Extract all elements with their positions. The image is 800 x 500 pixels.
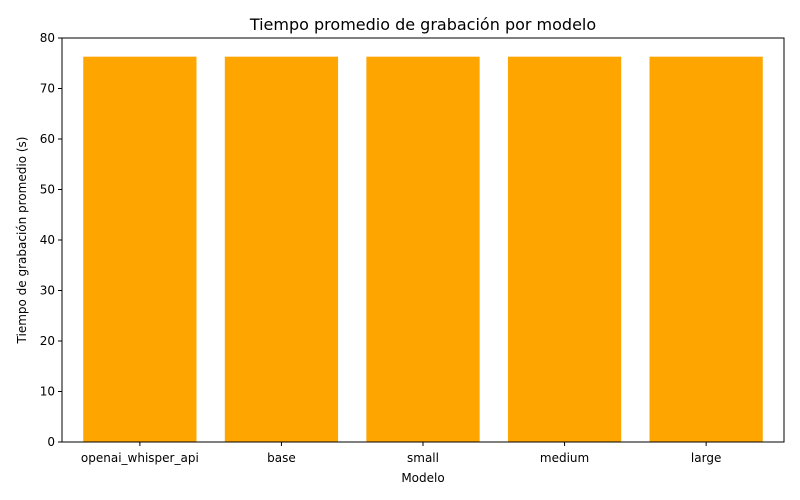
y-tick-label: 70	[40, 82, 55, 96]
y-tick-label: 30	[40, 284, 55, 298]
y-tick-label: 40	[40, 233, 55, 247]
x-tick-label: openai_whisper_api	[81, 451, 199, 465]
y-axis: 0 10 20 30 40 50 60 70 80	[40, 31, 62, 449]
x-tick-label: large	[691, 451, 721, 465]
x-tick-label: small	[407, 451, 439, 465]
x-axis: openai_whisper_api base small medium large	[81, 442, 721, 465]
x-tick-label: medium	[540, 451, 589, 465]
y-tick-label: 10	[40, 385, 55, 399]
plot-frame	[61, 37, 785, 443]
y-tick-label: 0	[47, 435, 55, 449]
bar-base	[224, 56, 339, 443]
y-tick-label: 50	[40, 183, 55, 197]
bar-large	[649, 56, 763, 443]
chart-title: Tiempo promedio de grabación por modelo	[249, 15, 596, 34]
bar-openai_whisper_api	[83, 56, 197, 443]
y-axis-label: Tiempo de grabación promedio (s)	[15, 137, 29, 345]
y-tick-label: 20	[40, 334, 55, 348]
y-tick-label: 60	[40, 132, 55, 146]
x-axis-label: Modelo	[401, 471, 444, 485]
bar-small	[366, 56, 480, 443]
y-tick-label: 80	[40, 31, 55, 45]
bars-group	[83, 56, 763, 443]
bar-medium	[507, 56, 622, 443]
x-tick-label: base	[267, 451, 296, 465]
